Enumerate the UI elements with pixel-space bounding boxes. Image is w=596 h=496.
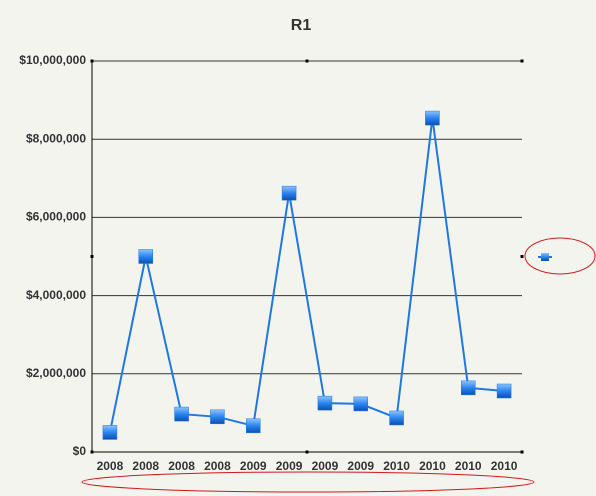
x-tick-label: 2008 <box>132 459 159 473</box>
chart-title: R1 <box>291 17 312 34</box>
legend-marker <box>541 253 549 261</box>
marker <box>389 410 404 426</box>
x-tick-label: 2008 <box>204 459 231 473</box>
x-tick-label: 2008 <box>168 459 195 473</box>
marker <box>102 425 118 440</box>
x-tick-label: 2009 <box>240 459 267 473</box>
line <box>108 117 505 433</box>
x-tick-label: 2010 <box>455 459 482 473</box>
x-tick-label: 2010 <box>383 459 410 473</box>
marker <box>317 395 333 411</box>
marker <box>174 406 189 422</box>
x-tick-label: 2009 <box>312 459 339 473</box>
marker <box>353 396 368 412</box>
y-tick-label: $2,000,000 <box>26 366 86 380</box>
selection-handle <box>520 59 524 63</box>
selection-handle <box>305 59 309 63</box>
selection-handle <box>90 450 94 454</box>
marker <box>281 185 297 201</box>
y-tick-label: $8,000,000 <box>26 131 86 145</box>
x-tick-label: 2010 <box>419 459 446 473</box>
selection-handle <box>90 255 94 258</box>
marker <box>496 383 512 399</box>
x-tick-label: 2009 <box>347 459 374 473</box>
annotation-ellipse <box>524 237 596 275</box>
y-tick-label: $10,000,000 <box>19 53 86 67</box>
annotation-ellipse <box>81 471 535 493</box>
selection-handle <box>520 255 524 258</box>
marker <box>138 249 153 264</box>
marker <box>246 418 261 434</box>
x-tick-label: 2009 <box>276 459 303 473</box>
marker <box>210 409 225 425</box>
x-tick-label: 2010 <box>491 459 518 473</box>
selection-handle <box>520 450 524 454</box>
y-tick-label: $6,000,000 <box>26 210 86 224</box>
selection-handle <box>90 59 94 63</box>
marker <box>461 380 476 396</box>
y-tick-label: $0 <box>73 444 87 458</box>
selection-handle <box>305 450 309 454</box>
y-tick-label: $4,000,000 <box>26 288 86 302</box>
marker <box>425 110 440 126</box>
x-tick-label: 2008 <box>97 459 124 473</box>
